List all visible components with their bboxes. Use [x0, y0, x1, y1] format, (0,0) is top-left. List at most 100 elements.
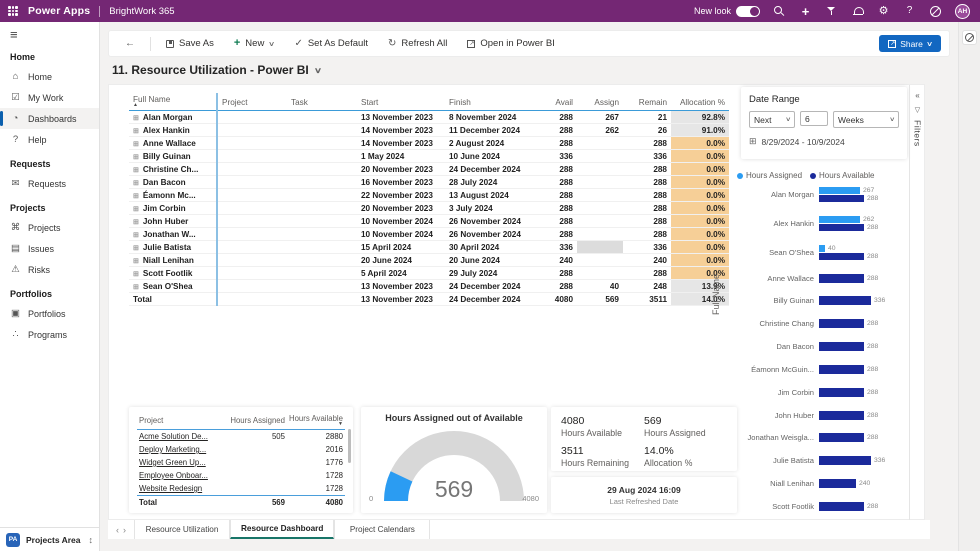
refresh-all-button[interactable]: ↻ Refresh All: [380, 35, 455, 52]
open-in-powerbi-button[interactable]: Open in Power BI: [459, 35, 562, 52]
row-expander-icon[interactable]: ⊞: [133, 166, 139, 174]
row-expander-icon[interactable]: ⊞: [133, 153, 139, 161]
available-bar[interactable]: [819, 296, 871, 306]
legend-assigned[interactable]: Hours Assigned: [737, 171, 802, 180]
project-table-scrollbar[interactable]: [348, 429, 351, 463]
add-icon[interactable]: +: [801, 3, 810, 19]
available-bar[interactable]: [819, 387, 864, 397]
date-unit-select[interactable]: Weeks ∨: [833, 111, 899, 128]
report-tab-resource-dashboard[interactable]: Resource Dashboard: [230, 520, 335, 539]
sidebar-item-requests[interactable]: ✉ Requests: [0, 173, 99, 194]
row-expander-icon[interactable]: ⊞: [133, 283, 139, 291]
project-link[interactable]: Acme Solution De...: [139, 432, 208, 441]
date-direction-select[interactable]: Next ∨: [749, 111, 795, 128]
app-name[interactable]: Power Apps: [28, 5, 91, 17]
waffle-menu-icon[interactable]: [8, 6, 18, 16]
row-expander-icon[interactable]: ⊞: [133, 218, 139, 226]
sidebar-item-portfolios[interactable]: ▣ Portfolios: [0, 303, 99, 324]
project-link[interactable]: Website Redesign: [139, 484, 203, 493]
sidebar-item-projects[interactable]: ⌘ Projects: [0, 217, 99, 238]
filter-icon[interactable]: [825, 5, 838, 18]
column-header-project[interactable]: Project: [217, 93, 287, 111]
row-expander-icon[interactable]: ⊞: [133, 114, 139, 122]
column-header-full-name[interactable]: Full Name ▲: [129, 93, 218, 111]
assigned-bar[interactable]: [819, 215, 860, 223]
project-col-header[interactable]: Project: [137, 412, 229, 430]
project-link[interactable]: Employee Onboar...: [139, 471, 208, 480]
available-bar[interactable]: [819, 433, 864, 443]
column-header-assign[interactable]: Assign: [577, 93, 623, 111]
column-header-avail[interactable]: Avail: [535, 93, 577, 111]
filters-funnel-icon[interactable]: ▽: [914, 107, 921, 114]
available-bar[interactable]: [819, 456, 871, 466]
row-expander-icon[interactable]: ⊞: [133, 127, 139, 135]
sidebar-item-home[interactable]: ⌂ Home: [0, 66, 99, 87]
home-icon: ⌂: [12, 71, 19, 82]
set-default-button[interactable]: ✓ Set As Default: [286, 35, 376, 52]
sidebar-collapse-icon[interactable]: ≡: [10, 27, 18, 42]
available-bar[interactable]: [819, 195, 864, 202]
avatar[interactable]: AH: [955, 3, 970, 19]
area-switcher[interactable]: PA Projects Area ↕: [0, 527, 99, 551]
share-button[interactable]: Share ∨: [879, 35, 941, 52]
chart-row: Christine Chang 288: [735, 319, 921, 329]
available-bar[interactable]: [819, 273, 864, 283]
environment-name[interactable]: BrightWork 365: [109, 5, 175, 17]
sidebar-item-help[interactable]: ? Help: [0, 129, 99, 150]
assigned-bar[interactable]: [819, 187, 860, 194]
sidebar-item-issues[interactable]: ▤ Issues: [0, 238, 99, 259]
notifications-icon[interactable]: [851, 5, 864, 18]
tab-prev-icon[interactable]: ‹: [116, 524, 119, 535]
settings-gear-icon[interactable]: ⚙: [878, 4, 889, 17]
sidebar-item-my-work[interactable]: ☑ My Work: [0, 87, 99, 108]
title-chevron-icon[interactable]: ∨: [313, 65, 322, 75]
help-icon[interactable]: ?: [906, 5, 913, 16]
allocation-cell: 0.0%: [671, 240, 729, 254]
report-tab-project-calendars[interactable]: Project Calendars: [334, 520, 431, 539]
row-expander-icon[interactable]: ⊞: [133, 179, 139, 187]
column-header-allocation-[interactable]: Allocation %: [671, 93, 729, 111]
row-expander-icon[interactable]: ⊞: [133, 205, 139, 213]
sidebar-item-programs[interactable]: ∴ Programs: [0, 324, 99, 345]
tab-next-icon[interactable]: ›: [123, 524, 126, 535]
sidebar-item-risks[interactable]: ⚠ Risks: [0, 259, 99, 280]
new-button[interactable]: + New ∨: [226, 35, 283, 52]
assigned-bar[interactable]: [819, 244, 825, 252]
row-expander-icon[interactable]: ⊞: [133, 244, 139, 252]
row-expander-icon[interactable]: ⊞: [133, 257, 139, 265]
available-bar[interactable]: [819, 252, 864, 260]
project-link[interactable]: Widget Green Up...: [139, 458, 206, 467]
column-header-task[interactable]: Task: [287, 93, 357, 111]
column-header-finish[interactable]: Finish: [445, 93, 535, 111]
search-icon[interactable]: [773, 5, 786, 18]
row-expander-icon[interactable]: ⊞: [133, 231, 139, 239]
available-bar[interactable]: [819, 479, 856, 489]
available-bar[interactable]: [819, 342, 864, 352]
available-bar[interactable]: [819, 223, 864, 231]
available-bar[interactable]: [819, 319, 864, 329]
save-as-button[interactable]: Save As: [158, 35, 222, 52]
new-look-toggle[interactable]: [736, 5, 760, 17]
side-panel-toggle-icon[interactable]: [962, 30, 977, 45]
available-bar[interactable]: [819, 364, 864, 374]
column-header-start[interactable]: Start: [357, 93, 445, 111]
project-link[interactable]: Deploy Marketing...: [139, 445, 207, 454]
row-expander-icon[interactable]: ⊞: [133, 140, 139, 148]
task-cell: [287, 240, 357, 254]
chart-category-label: Sean O'Shea: [769, 247, 814, 257]
power-platform-icon[interactable]: [929, 5, 942, 18]
expand-filters-icon[interactable]: «: [915, 91, 920, 100]
row-expander-icon[interactable]: ⊞: [133, 192, 139, 200]
report-tab-resource-utilization[interactable]: Resource Utilization: [134, 520, 230, 539]
date-count-input[interactable]: [800, 111, 828, 126]
hours-available-col-header[interactable]: Hours Available ▼: [286, 412, 345, 430]
sidebar-item-dashboards[interactable]: ◔ Dashboards: [0, 108, 99, 129]
available-bar[interactable]: [819, 501, 864, 511]
legend-available[interactable]: Hours Available: [810, 171, 874, 180]
project-assigned-cell: [228, 443, 287, 456]
back-button[interactable]: ←: [117, 36, 143, 52]
row-expander-icon[interactable]: ⊞: [133, 270, 139, 278]
hours-assigned-col-header[interactable]: Hours Assigned: [228, 412, 287, 430]
column-header-remain[interactable]: Remain: [623, 93, 671, 111]
available-bar[interactable]: [819, 410, 864, 420]
